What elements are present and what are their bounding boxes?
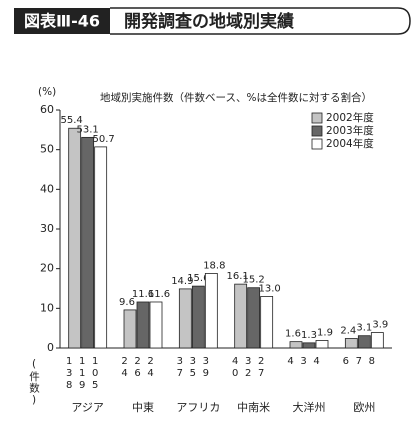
- count-label: 32: [243, 356, 254, 380]
- legend-label: 2002年度: [326, 111, 374, 124]
- bar: [289, 341, 303, 349]
- value-label: 13.0: [259, 283, 281, 294]
- y-axis-label: (%): [38, 86, 56, 98]
- bar: [234, 283, 248, 349]
- count-label: 39: [200, 356, 211, 380]
- count-label: 24: [119, 356, 130, 380]
- bar: [357, 335, 371, 349]
- value-label: 3.1: [356, 323, 372, 334]
- bar: [94, 146, 108, 349]
- bar: [123, 309, 137, 349]
- count-label: 24: [145, 356, 156, 380]
- x-tick-label: 欧州: [353, 401, 375, 414]
- value-label: 55.4: [61, 115, 83, 126]
- bar: [260, 296, 274, 349]
- value-label: 15.2: [243, 275, 265, 286]
- figure-label: 図表Ⅲ-46: [24, 12, 100, 31]
- legend-label: 2004年度: [326, 137, 374, 150]
- value-label: 53.1: [77, 124, 99, 135]
- bar: [149, 301, 163, 349]
- value-label: 50.7: [93, 134, 115, 145]
- legend-swatch: [311, 112, 323, 124]
- bar: [344, 338, 358, 349]
- bar: [68, 127, 82, 349]
- bar: [191, 285, 205, 349]
- y-tick-label: 30: [40, 222, 54, 235]
- bar: [81, 136, 95, 349]
- value-label: 16.1: [227, 271, 249, 282]
- y-tick-label: 50: [40, 143, 54, 156]
- count-label: (件数): [28, 358, 40, 407]
- count-label: 6: [340, 356, 351, 368]
- count-label: 3: [298, 356, 309, 368]
- bar: [315, 340, 329, 349]
- y-tick-label: 0: [47, 341, 54, 354]
- value-label: 3.9: [372, 320, 388, 331]
- y-tick-label: 60: [40, 103, 54, 116]
- title-frame: [110, 7, 411, 35]
- x-tick-label: 中東: [132, 401, 154, 414]
- x-tick-label: 大洋州: [293, 400, 326, 414]
- x-tick-label: アジア: [71, 401, 104, 414]
- count-label: 4: [311, 356, 322, 368]
- value-label: 11.6: [148, 289, 170, 300]
- count-label: 27: [256, 356, 267, 380]
- legend-label: 2003年度: [326, 124, 374, 137]
- count-label: 40: [230, 356, 241, 380]
- bar: [178, 288, 192, 349]
- subtitle: 地域別実施件数（件数ベース、%は全件数に対する割合）: [100, 91, 372, 104]
- legend-swatch: [311, 125, 323, 137]
- value-label: 1.3: [301, 330, 317, 341]
- count-label: 8: [366, 356, 377, 368]
- bar: [370, 332, 384, 349]
- value-label: 11.6: [132, 289, 154, 300]
- bar: [204, 273, 218, 349]
- value-label: 1.6: [285, 329, 301, 340]
- value-label: 14.9: [171, 276, 193, 287]
- value-label: 15.6: [187, 273, 209, 284]
- y-tick-label: 20: [40, 262, 54, 275]
- count-label: 37: [174, 356, 185, 380]
- figure-label-box: [14, 8, 110, 34]
- bar: [136, 301, 150, 349]
- bar: [302, 342, 316, 349]
- count-label: 7: [353, 356, 364, 368]
- count-label: 105: [90, 356, 101, 392]
- count-label: 138: [64, 356, 75, 392]
- count-label: 26: [132, 356, 143, 380]
- count-label: 35: [187, 356, 198, 380]
- value-label: 2.4: [340, 325, 356, 336]
- x-tick-label: アフリカ: [176, 401, 220, 414]
- count-label: 119: [77, 356, 88, 392]
- value-label: 18.8: [203, 260, 225, 271]
- value-label: 1.9: [317, 327, 333, 338]
- value-label: 9.6: [119, 297, 135, 308]
- chart-title: 開発調査の地域別実績: [124, 11, 294, 32]
- bar: [247, 287, 261, 349]
- legend-swatch: [311, 138, 323, 150]
- y-tick-label: 10: [40, 301, 54, 314]
- count-label: 4: [285, 356, 296, 368]
- y-tick-label: 40: [40, 182, 54, 195]
- x-tick-label: 中南米: [237, 401, 270, 414]
